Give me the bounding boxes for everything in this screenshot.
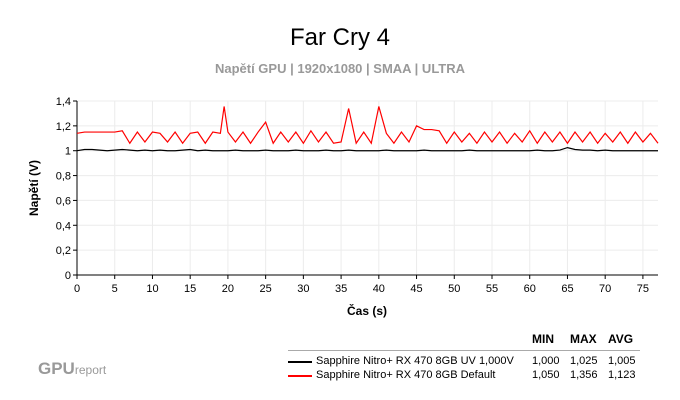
x-tick-label: 40	[373, 283, 385, 295]
chart-title: Far Cry 4	[289, 24, 390, 51]
min-value: 1,000	[532, 355, 560, 367]
series-line-0	[76, 146, 658, 152]
y-tick-label: 0,2	[56, 245, 71, 257]
legend-row: Sapphire Nitro+ RX 470 8GB UV 1,000V 1,0…	[288, 355, 640, 369]
y-tick-label: 0,6	[56, 195, 71, 207]
x-tick-label: 5	[112, 283, 118, 295]
max-value: 1,025	[570, 355, 598, 367]
x-tick-label: 0	[74, 283, 80, 295]
min-value: 1,050	[532, 369, 560, 381]
x-tick-label: 70	[599, 283, 611, 295]
y-tick-label: 0	[65, 270, 71, 282]
x-tick-label: 35	[335, 283, 347, 295]
legend-swatch	[288, 361, 312, 363]
y-tick-label: 0,8	[56, 171, 71, 183]
min-header: MIN	[532, 332, 554, 346]
x-tick-label: 50	[448, 283, 460, 295]
x-tick-label: 20	[222, 283, 234, 295]
x-tick-label: 15	[184, 283, 196, 295]
x-tick-label: 45	[410, 283, 422, 295]
y-tick-label: 0,4	[56, 220, 71, 232]
max-header: MAX	[570, 332, 597, 346]
gpureport-logo: GPUreport	[38, 359, 107, 378]
y-tick-label: 1,2	[56, 121, 71, 133]
x-tick-label: 65	[561, 283, 573, 295]
y-tick-label: 1	[65, 146, 71, 158]
x-tick-label: 60	[524, 283, 536, 295]
series-line-1	[76, 106, 659, 145]
y-axis-label: Napětí (V)	[27, 160, 41, 216]
y-tick-label: 1,4	[56, 96, 71, 108]
max-value: 1,356	[570, 369, 598, 381]
legend-swatch	[288, 375, 312, 377]
series-name: Sapphire Nitro+ RX 470 8GB Default	[316, 369, 496, 381]
x-axis-label: Čas (s)	[347, 303, 387, 318]
legend-header: MIN MAX AVG	[288, 332, 640, 351]
x-tick-label: 75	[637, 283, 649, 295]
avg-value: 1,005	[608, 355, 636, 367]
x-tick-label: 10	[146, 283, 158, 295]
series-name: Sapphire Nitro+ RX 470 8GB UV 1,000V	[316, 355, 514, 367]
x-tick-label: 55	[486, 283, 498, 295]
avg-value: 1,123	[608, 369, 636, 381]
legend-table: MIN MAX AVG Sapphire Nitro+ RX 470 8GB U…	[288, 332, 640, 383]
x-tick-label: 25	[260, 283, 272, 295]
chart-subtitle: Napětí GPU | 1920x1080 | SMAA | ULTRA	[214, 61, 466, 76]
x-tick-label: 30	[297, 283, 309, 295]
legend-row: Sapphire Nitro+ RX 470 8GB Default 1,050…	[288, 369, 640, 383]
avg-header: AVG	[608, 332, 634, 346]
